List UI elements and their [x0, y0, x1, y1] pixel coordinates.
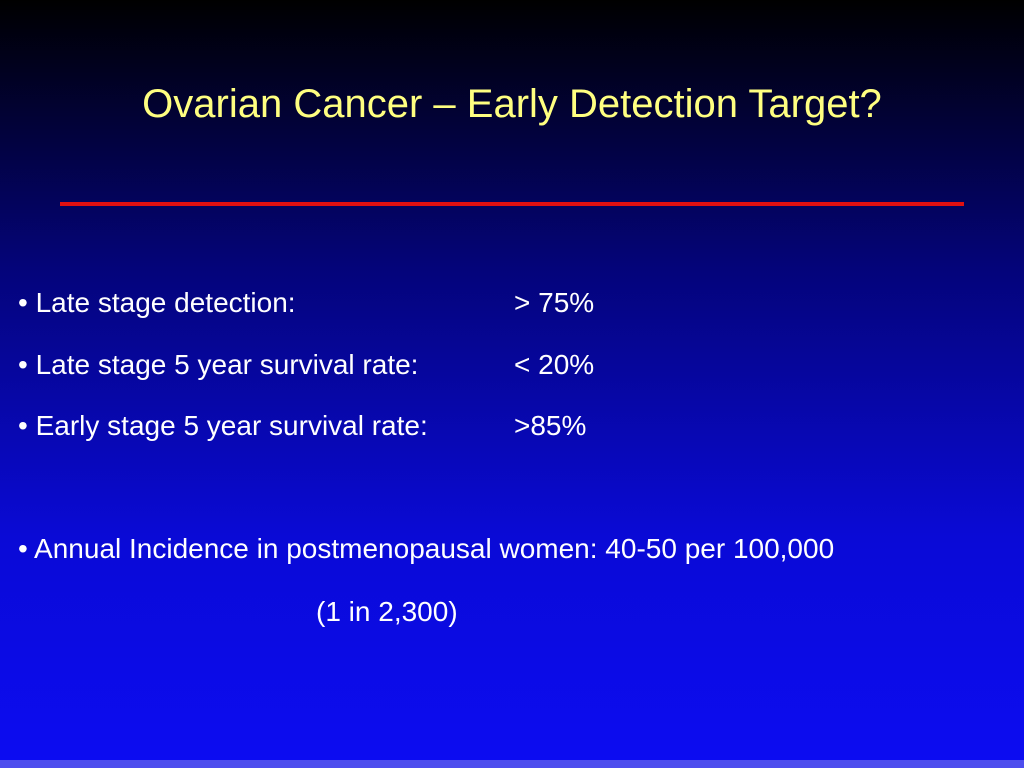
- stat-label: Late stage detection:: [35, 287, 296, 318]
- bullet-icon: •: [18, 410, 28, 441]
- incidence-note: (1 in 2,300): [316, 596, 458, 627]
- incidence-row: • Annual Incidence in postmenopausal wom…: [18, 532, 834, 566]
- bullet-icon: •: [18, 287, 28, 318]
- stat-row-early-survival: • Early stage 5 year survival rate:: [18, 409, 428, 443]
- stat-row-late-detection: • Late stage detection:: [18, 286, 296, 320]
- slide-title: Ovarian Cancer – Early Detection Target?: [142, 82, 882, 126]
- stat-value: >85%: [514, 410, 587, 441]
- title-divider: [60, 202, 964, 206]
- bullet-icon: •: [18, 533, 28, 564]
- incidence-text: Annual Incidence in postmenopausal women…: [34, 533, 835, 564]
- stat-label: Early stage 5 year survival rate:: [35, 410, 428, 441]
- stat-label: Late stage 5 year survival rate:: [35, 349, 419, 380]
- bottom-band: [0, 760, 1024, 768]
- stat-value: < 20%: [514, 349, 595, 380]
- bullet-icon: •: [18, 349, 28, 380]
- stat-value: > 75%: [514, 287, 595, 318]
- stat-row-late-survival: • Late stage 5 year survival rate:: [18, 348, 418, 382]
